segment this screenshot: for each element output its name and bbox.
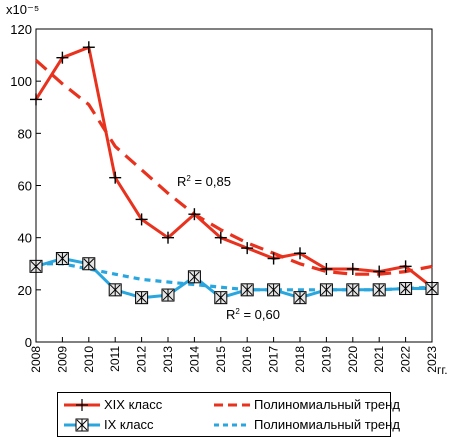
data-point: [214, 231, 227, 244]
trend-line-1: [36, 262, 433, 292]
data-point: [82, 41, 95, 54]
x-axis-unit-label: гг.: [437, 363, 448, 377]
data-point: [240, 283, 254, 297]
data-point: [162, 231, 174, 244]
data-point: [188, 208, 201, 221]
x-tick-label: 2011: [108, 346, 122, 372]
x-tick-label: 2015: [214, 346, 228, 373]
data-point: [108, 283, 122, 297]
series-lines: [34, 45, 433, 300]
trend-line-0: [34, 59, 433, 276]
data-point: [399, 282, 413, 296]
data-point: [29, 259, 43, 273]
x-tick-label: 2023: [425, 346, 439, 373]
data-point: [425, 282, 439, 296]
x-tick-label: 2013: [161, 346, 175, 373]
data-point: [135, 213, 148, 226]
x-tick-label: 2012: [135, 346, 149, 373]
data-point: [320, 262, 333, 275]
data-point: [135, 291, 149, 305]
y-tick-label: 60: [18, 179, 32, 194]
legend-label-ix: IX класс: [104, 417, 154, 432]
y-axis-exponent-label: x10⁻⁵: [6, 2, 40, 17]
data-point: [319, 283, 333, 297]
legend-symbol-xix: [64, 399, 100, 411]
data-point: [267, 283, 281, 297]
y-tick-label: 20: [18, 283, 32, 298]
legend-row-ix: IX класс Полиномиальный тренд: [58, 415, 400, 435]
data-point: [161, 288, 175, 302]
x-tick-label: 2020: [346, 346, 360, 373]
x-tick-label: 2014: [187, 346, 201, 373]
data-point: [187, 270, 201, 284]
legend-label-xix-trend: Полиномиальный тренд: [254, 397, 400, 412]
series-line-1: [35, 257, 432, 300]
x-tick-label: 2009: [55, 346, 69, 373]
data-point: [109, 171, 122, 184]
legend-symbol-xix-trend: [214, 403, 250, 407]
data-point: [241, 242, 254, 255]
chart-legend: XIX класс Полиномиальный тренд IX класс …: [57, 392, 400, 437]
legend-symbol-ix: [64, 418, 100, 432]
data-point: [214, 291, 228, 305]
trend-lines: [34, 59, 433, 292]
x-tick-label: 2008: [29, 346, 43, 373]
data-point: [56, 51, 69, 64]
r2-label-xix: R2 = 0,85: [177, 174, 231, 189]
data-point: [373, 265, 386, 278]
data-point: [267, 252, 280, 265]
data-point: [30, 93, 42, 106]
data-point: [346, 262, 359, 275]
x-tick-label: 2017: [267, 346, 281, 373]
x-tick-label: 2016: [240, 346, 254, 373]
series-markers: [29, 41, 439, 305]
data-point: [294, 247, 306, 260]
x-tick-label: 2018: [293, 346, 307, 373]
legend-label-xix: XIX класс: [104, 397, 163, 412]
x-tick-labels: 2008 2009 2010 2011 2012 2013 2014 2015 2016 2017…: [29, 346, 439, 373]
data-point: [372, 283, 386, 297]
x-tick-label: 2019: [319, 346, 333, 373]
data-point: [55, 252, 69, 266]
data-point: [346, 283, 360, 297]
y-tick-label: 100: [10, 74, 32, 89]
r2-label-ix: R2 = 0,60: [226, 307, 280, 322]
x-tick-label: 2021: [372, 346, 386, 373]
y-tick-labels: 0 20 40 60 80 100 120: [10, 22, 32, 350]
data-point: [293, 291, 307, 305]
data-point: [82, 257, 96, 271]
data-point: [399, 260, 412, 273]
legend-symbol-ix-trend: [214, 423, 250, 427]
y-tick-label: 0: [25, 335, 32, 350]
series-line-0: [34, 45, 433, 289]
x-tick-label: 2010: [82, 346, 96, 373]
y-tick-label: 40: [18, 231, 32, 246]
legend-label-ix-trend: Полиномиальный тренд: [254, 417, 400, 432]
y-tick-label: 80: [18, 126, 32, 141]
chart-axes: [35, 28, 433, 343]
y-tick-label: 120: [10, 22, 32, 37]
legend-row-xix: XIX класс Полиномиальный тренд: [58, 395, 400, 415]
x-tick-label: 2022: [399, 346, 413, 373]
